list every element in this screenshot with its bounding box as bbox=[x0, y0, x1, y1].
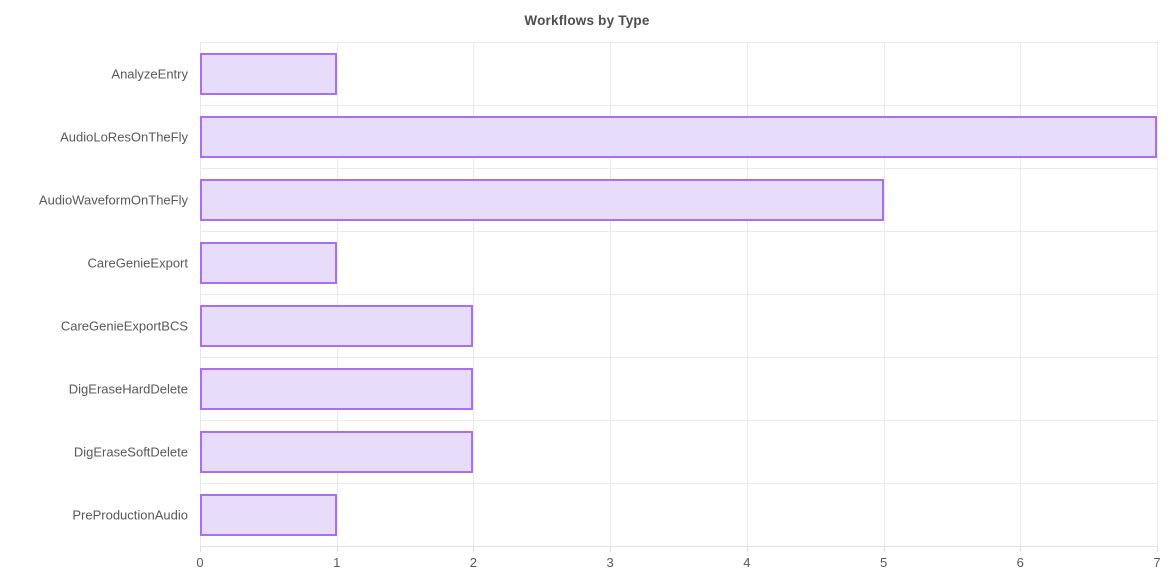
bar[interactable] bbox=[200, 367, 474, 410]
horizontal-gridline bbox=[200, 231, 1157, 232]
y-axis-tick-label: AudioWaveformOnTheFly bbox=[38, 192, 188, 207]
x-axis-tick bbox=[1020, 546, 1022, 552]
y-axis-tick-label: CareGenieExportBCS bbox=[60, 318, 188, 333]
bar[interactable] bbox=[200, 178, 884, 221]
horizontal-gridline bbox=[200, 105, 1157, 106]
horizontal-gridline bbox=[200, 420, 1157, 421]
horizontal-gridline bbox=[200, 42, 1157, 43]
x-axis-tick bbox=[610, 546, 612, 552]
horizontal-gridline bbox=[200, 357, 1157, 358]
bar[interactable] bbox=[200, 493, 337, 536]
chart-title: Workflows by Type bbox=[524, 13, 650, 28]
bar[interactable] bbox=[200, 52, 337, 95]
x-axis-tick bbox=[883, 546, 885, 552]
x-axis-tick-label: 6 bbox=[1016, 555, 1024, 570]
x-axis-tick-label: 2 bbox=[469, 555, 478, 570]
plot-area bbox=[200, 42, 1158, 547]
bar[interactable] bbox=[200, 115, 1157, 158]
x-axis-tick-label: 1 bbox=[333, 555, 341, 570]
x-axis-tick-label: 5 bbox=[879, 555, 888, 570]
x-axis-tick bbox=[1157, 546, 1158, 552]
x-axis-tick bbox=[200, 546, 201, 552]
horizontal-gridline bbox=[200, 483, 1157, 484]
y-axis-tick-label: CareGenieExport bbox=[87, 255, 188, 270]
x-axis-tick-label: 3 bbox=[606, 555, 614, 570]
y-axis-tick-label: AudioLoResOnTheFly bbox=[60, 129, 188, 144]
x-axis-tick-label: 4 bbox=[743, 555, 751, 570]
y-axis-tick-label: AnalyzeEntry bbox=[111, 66, 188, 81]
x-axis-tick bbox=[473, 546, 475, 552]
x-axis-tick-label: 0 bbox=[196, 555, 204, 570]
x-axis-tick bbox=[336, 546, 338, 552]
horizontal-gridline bbox=[200, 294, 1157, 295]
bar[interactable] bbox=[200, 430, 474, 473]
vertical-gridline bbox=[1157, 42, 1158, 546]
bar-series bbox=[200, 42, 1157, 546]
x-axis-tick bbox=[746, 546, 748, 552]
y-axis-tick-label: DigEraseHardDelete bbox=[68, 381, 188, 396]
horizontal-gridline bbox=[200, 168, 1157, 169]
bar[interactable] bbox=[200, 304, 474, 347]
x-axis-tick-label: 7 bbox=[1153, 555, 1161, 570]
y-axis-tick-label: PreProductionAudio bbox=[72, 507, 188, 522]
y-axis-tick-label: DigEraseSoftDelete bbox=[73, 444, 188, 459]
x-axis-line bbox=[200, 546, 1157, 547]
bar[interactable] bbox=[200, 241, 337, 284]
